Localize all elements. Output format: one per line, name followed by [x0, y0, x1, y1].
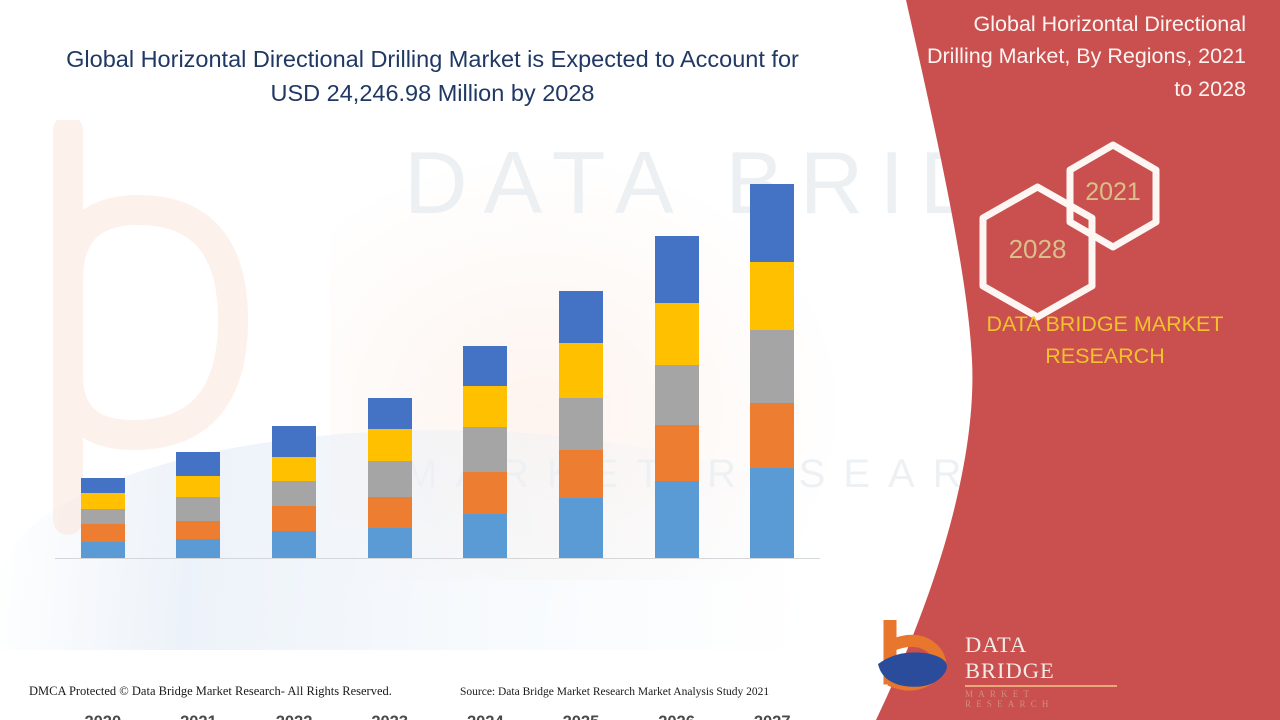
bar-group-2026 — [629, 150, 725, 558]
bar-segment — [654, 365, 699, 425]
dbmr-mark-icon — [878, 619, 947, 691]
x-axis-tick-2027: 2027 — [724, 713, 820, 720]
bar-group-2020 — [55, 150, 151, 558]
dbmr-logo-rule — [965, 685, 1117, 687]
bar-segment — [654, 425, 699, 481]
bar-segment — [80, 478, 125, 493]
bar-group-2024 — [438, 150, 534, 558]
x-axis-tick-2025: 2025 — [533, 713, 629, 720]
bar-segment — [272, 506, 317, 531]
panel-curved-shape — [876, 0, 1280, 720]
stacked-bar — [80, 478, 125, 558]
stacked-bar — [463, 346, 508, 558]
bar-segment — [463, 386, 508, 427]
bar-segment — [272, 426, 317, 457]
bar-segment — [367, 429, 412, 461]
bar-segment — [750, 403, 795, 468]
bar-segment — [558, 450, 603, 498]
bar-segment — [272, 531, 317, 558]
bar-segment — [463, 514, 508, 558]
bar-segment — [80, 524, 125, 542]
bar-segment — [463, 346, 508, 386]
x-axis-tick-2024: 2024 — [438, 713, 534, 720]
dbmr-logo: DATA BRIDGE MARKET RESEARCH — [870, 619, 1120, 709]
stacked-bar — [272, 426, 317, 558]
chart-x-axis: 20202021202220232024202520262027 — [55, 713, 820, 720]
hexagon-badges: 2021 2028 — [975, 140, 1175, 321]
bar-segment — [463, 472, 508, 514]
bar-segment — [558, 498, 603, 558]
x-axis-tick-2020: 2020 — [55, 713, 151, 720]
hexagon-label-2028: 2028 — [1008, 234, 1067, 264]
bar-segment — [750, 262, 795, 330]
chart-plot-area — [55, 150, 820, 559]
bar-segment — [80, 509, 125, 524]
dbmr-logo-title: DATA BRIDGE — [965, 632, 1055, 683]
bar-group-2022 — [246, 150, 342, 558]
bar-segment — [654, 481, 699, 558]
bar-segment — [558, 343, 603, 398]
bar-segment — [176, 452, 221, 476]
bar-segment — [750, 330, 795, 403]
hexagon-badge-2028: 2028 — [975, 182, 1100, 322]
panel-title: Global Horizontal Directional Drilling M… — [926, 12, 1246, 101]
bar-segment — [176, 521, 221, 539]
bar-segment — [367, 528, 412, 558]
x-axis-tick-2026: 2026 — [629, 713, 725, 720]
hexagon-badge-2021: 2021 — [1063, 140, 1163, 252]
bar-segment — [558, 291, 603, 343]
bar-segment — [272, 481, 317, 506]
stacked-bar — [367, 398, 412, 558]
brand-name: DATA BRIDGE MARKET RESEARCH — [986, 312, 1224, 369]
bar-segment — [367, 398, 412, 429]
bar-segment — [463, 427, 508, 472]
x-axis-tick-2021: 2021 — [151, 713, 247, 720]
bar-group-2027 — [724, 150, 820, 558]
bar-segment — [654, 303, 699, 365]
dbmr-logo-subtitle: MARKET RESEARCH — [965, 688, 1054, 709]
bar-group-2025 — [533, 150, 629, 558]
hexagon-label-2021: 2021 — [1085, 178, 1141, 206]
bar-group-2021 — [151, 150, 247, 558]
stacked-bar — [750, 184, 795, 558]
stacked-bar-chart: 20202021202220232024202520262027 North A… — [0, 150, 850, 720]
bar-segment — [750, 184, 795, 262]
bar-segment — [176, 476, 221, 497]
bar-segment — [80, 542, 125, 558]
footer-source: Source: Data Bridge Market Research Mark… — [460, 686, 770, 698]
bar-segment — [80, 493, 125, 509]
bar-segment — [654, 236, 699, 303]
stacked-bar — [558, 291, 603, 558]
page-title: Global Horizontal Directional Drilling M… — [66, 46, 799, 107]
dbmr-logo-text: DATA BRIDGE MARKET RESEARCH — [965, 632, 1120, 709]
x-axis-tick-2022: 2022 — [246, 713, 342, 720]
bar-segment — [367, 497, 412, 528]
hexagon-icon — [979, 183, 1096, 321]
bar-segment — [176, 539, 221, 558]
stacked-bar — [176, 452, 221, 558]
footer-copyright: DMCA Protected © Data Bridge Market Rese… — [29, 684, 392, 698]
hexagon-icon — [1066, 141, 1160, 251]
x-axis-tick-2023: 2023 — [342, 713, 438, 720]
brand-panel: Global Horizontal Directional Drilling M… — [840, 0, 1280, 720]
stacked-bar — [654, 236, 699, 558]
bar-segment — [176, 497, 221, 521]
bar-group-2023 — [342, 150, 438, 558]
bar-segment — [272, 457, 317, 481]
bar-segment — [367, 461, 412, 497]
bar-segment — [750, 468, 795, 558]
bar-segment — [558, 398, 603, 450]
